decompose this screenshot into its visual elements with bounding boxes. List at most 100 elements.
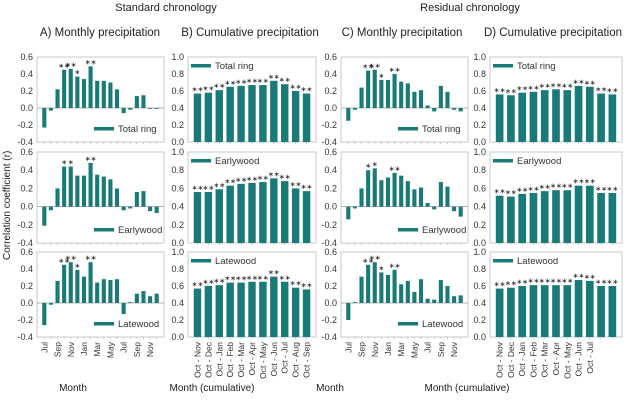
significance-marker-b-earlywood-0: ∗∗: [192, 185, 204, 192]
significance-marker-c-latewood-4: ∗∗: [369, 255, 381, 262]
significance-marker-d-total-ring-2: ∗∗: [516, 86, 528, 93]
x-tick-label-b-2: Oct - Jan: [214, 342, 224, 377]
bar-b-latewood-8: [281, 281, 289, 337]
bar-d-latewood-2: [518, 286, 527, 337]
bar-c-total-ring-6: [385, 79, 391, 108]
x-tick-label-b-10: Oct - Sep: [302, 342, 312, 378]
x-tick-label-c-4: Nov: [370, 341, 380, 357]
bar-c-latewood-9: [405, 280, 410, 303]
significance-marker-c-latewood-3: ∗∗: [362, 258, 374, 265]
bar-c-total-ring-3: [366, 70, 371, 108]
bar-a-earlywood-10: [108, 179, 113, 207]
legend-label-c-total-ring: Total ring: [422, 124, 461, 135]
x-tick-label-d-2: Oct - Jan: [517, 342, 527, 377]
significance-marker-a-total-ring-5: ∗: [74, 70, 80, 77]
bar-a-latewood-13: [128, 302, 133, 303]
y-tick-label-a-earlywood: 0.4: [20, 165, 33, 175]
y-tick-label-d-earlywood: 0.8: [473, 165, 486, 175]
significance-marker-b-earlywood-4: ∗∗: [235, 177, 247, 184]
x-tick-label-a-14: Sep: [132, 342, 142, 357]
bar-b-total-ring-7: [270, 80, 278, 142]
bar-a-total-ring-11: [114, 89, 120, 108]
significance-marker-d-earlywood-8: ∗∗: [584, 179, 596, 186]
bar-c-earlywood-7: [392, 172, 397, 207]
bar-b-total-ring-3: [226, 86, 234, 142]
bar-c-earlywood-17: [458, 206, 463, 217]
bar-d-earlywood-0: [495, 195, 504, 243]
bar-a-total-ring-12: [121, 108, 126, 114]
bar-d-latewood-4: [540, 285, 549, 337]
bar-c-latewood-7: [392, 269, 397, 303]
y-tick-label-d-earlywood: 0.6: [473, 183, 486, 193]
bar-b-latewood-10: [302, 289, 311, 337]
significance-marker-b-earlywood-7: ∗∗: [268, 171, 280, 178]
bar-a-total-ring-7: [88, 66, 93, 108]
bar-d-earlywood-1: [507, 196, 515, 243]
bar-c-latewood-0: [346, 303, 351, 320]
bar-c-earlywood-13: [432, 206, 437, 210]
y-tick-label-c-latewood: -0.4: [321, 332, 337, 342]
bar-c-earlywood-4: [372, 168, 377, 207]
bar-a-earlywood-9: [101, 176, 106, 207]
x-tick-label-d-7: Oct - Jun: [574, 342, 584, 377]
significance-marker-d-total-ring-7: ∗∗: [573, 79, 585, 86]
significance-marker-c-total-ring-3: ∗∗: [362, 64, 374, 71]
bar-d-latewood-5: [552, 285, 560, 337]
legend-label-c-earlywood: Earlywood: [422, 225, 466, 236]
y-tick-label-c-earlywood: 0.4: [324, 165, 337, 175]
legend-swatch-d-total-ring: [493, 64, 513, 68]
x-tick-label-b-5: Oct - Apr: [247, 342, 257, 376]
x-tick-label-d-4: Oct - Mar: [540, 342, 550, 378]
y-tick-label-a-earlywood: 0.2: [20, 183, 33, 193]
y-tick-label-b-total-ring: 0.0: [171, 137, 184, 147]
bar-d-earlywood-4: [540, 191, 549, 243]
bar-c-total-ring-16: [452, 108, 457, 110]
significance-marker-d-earlywood-6: ∗∗: [561, 183, 573, 190]
bar-a-earlywood-17: [154, 206, 159, 213]
significance-marker-c-total-ring-5: ∗: [378, 73, 384, 80]
bar-a-total-ring-5: [75, 76, 80, 108]
bar-c-latewood-15: [445, 286, 450, 303]
significance-marker-c-total-ring-4: ∗∗: [369, 63, 381, 70]
significance-marker-b-earlywood-2: ∗∗: [213, 182, 225, 189]
legend-swatch-a-latewood: [94, 322, 114, 326]
y-tick-label-a-earlywood: 0.0: [20, 202, 33, 212]
bar-a-total-ring-13: [128, 108, 133, 110]
significance-marker-b-total-ring-10: ∗∗: [301, 87, 313, 94]
y-tick-label-c-earlywood: -0.4: [321, 238, 337, 248]
legend-label-c-latewood: Latewood: [422, 319, 463, 330]
bar-b-earlywood-0: [193, 192, 202, 243]
y-tick-label-a-total-ring: 0.6: [20, 52, 33, 62]
plot-frame-a-total-ring: [36, 56, 165, 143]
significance-marker-d-latewood-6: ∗∗: [561, 278, 573, 285]
y-tick-label-b-total-ring: 0.2: [171, 120, 184, 130]
bar-a-latewood-9: [101, 279, 106, 303]
significance-marker-d-earlywood-10: ∗∗: [606, 186, 618, 193]
x-tick-label-a-4: Nov: [66, 341, 76, 357]
significance-marker-b-total-ring-0: ∗∗: [192, 87, 204, 94]
significance-marker-d-total-ring-1: ∗∗: [505, 88, 517, 95]
bar-c-total-ring-13: [432, 108, 437, 112]
y-tick-label-a-earlywood: 0.6: [20, 147, 33, 157]
y-tick-label-c-total-ring: 0.6: [324, 52, 337, 62]
x-tick-label-a-0: Jul: [39, 342, 49, 353]
x-tick-label-a-2: Sep: [53, 342, 63, 357]
bar-d-earlywood-3: [529, 192, 538, 243]
significance-marker-d-total-ring-6: ∗∗: [561, 83, 573, 90]
significance-marker-b-earlywood-10: ∗∗: [301, 184, 313, 191]
bar-b-earlywood-2: [215, 189, 223, 243]
x-tick-label-d-8: Oct - Jul: [585, 342, 595, 374]
legend-label-a-total-ring: Total ring: [118, 124, 157, 135]
bar-b-earlywood-10: [302, 191, 311, 243]
y-tick-label-a-latewood: 0.0: [20, 298, 33, 308]
bar-a-latewood-4: [68, 262, 73, 303]
significance-marker-c-earlywood-7: ∗∗: [389, 166, 401, 173]
significance-marker-b-earlywood-5: ∗∗: [246, 176, 258, 183]
significance-marker-b-earlywood-8: ∗∗: [279, 174, 291, 181]
bar-c-earlywood-9: [405, 181, 410, 207]
legend-swatch-d-latewood: [493, 259, 513, 263]
y-tick-label-d-latewood: 0.2: [473, 315, 486, 325]
bar-a-latewood-1: [48, 303, 53, 305]
bar-c-latewood-3: [366, 264, 371, 303]
significance-marker-a-total-ring-3: ∗∗: [58, 63, 70, 70]
